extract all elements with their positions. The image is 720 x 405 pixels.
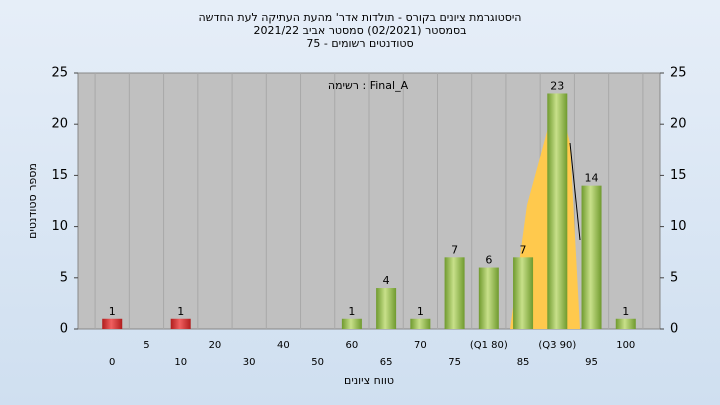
bar	[444, 257, 465, 329]
x-tick-label: 40	[277, 340, 290, 351]
x-tick-label: 70	[414, 340, 427, 351]
value-label: 1	[622, 305, 629, 318]
bar	[410, 318, 431, 329]
value-label: 1	[348, 305, 355, 318]
bar	[615, 318, 636, 329]
bar	[513, 257, 534, 329]
y2-tick-label: 15	[670, 168, 687, 183]
y2-tick-label: 25	[670, 66, 687, 81]
x-tick-label: 85	[517, 357, 530, 368]
x-tick-label: 60	[346, 340, 359, 351]
value-label: 7	[451, 243, 458, 256]
y-tick-label: 25	[51, 66, 68, 81]
x-tick-label: 75	[448, 357, 461, 368]
y2-tick-label: 0	[670, 322, 678, 337]
bar	[478, 267, 499, 329]
x-tick-label: 10	[174, 357, 187, 368]
value-label: 1	[177, 305, 184, 318]
value-label: 4	[383, 274, 390, 287]
value-label: 23	[550, 79, 564, 92]
y-tick-label: 0	[60, 322, 68, 337]
value-label: 7	[520, 243, 527, 256]
x-tick-label: 5	[143, 340, 149, 351]
x-tick-label: 95	[585, 357, 598, 368]
chart-subtitle: בסמסטר (02/2021) סמסטר אביב 2021/22	[253, 24, 466, 37]
value-label: 6	[485, 254, 492, 267]
y-tick-label: 5	[60, 270, 68, 285]
x-tick-label: 65	[380, 357, 393, 368]
x-tick-label: 50	[311, 357, 324, 368]
x-tick-label: (Q1 80)	[470, 340, 508, 351]
chart-title: היסטוגרמת ציונים בקורס - תולדות אדר' מהע…	[198, 11, 521, 24]
annotation: רשימה : Final_A	[328, 79, 409, 92]
y2-tick-label: 10	[670, 219, 687, 234]
y-tick-label: 10	[51, 219, 68, 234]
bar	[547, 93, 568, 329]
chart-subtitle: סטודנטים רשומים - 75	[306, 37, 413, 50]
quartile-line	[569, 142, 581, 241]
x-tick-label: 30	[243, 357, 256, 368]
y-tick-label: 15	[51, 168, 68, 183]
y2-tick-label: 20	[670, 117, 687, 132]
bar	[581, 185, 602, 329]
bar	[376, 288, 397, 329]
x-tick-label: 100	[616, 340, 635, 351]
y-axis-label: מספר סטודנטים	[26, 163, 39, 239]
value-label: 14	[585, 172, 599, 185]
value-label: 1	[417, 305, 424, 318]
bar	[341, 318, 362, 329]
bar	[102, 318, 123, 329]
x-tick-label: (Q3 90)	[538, 340, 576, 351]
value-label: 1	[109, 305, 116, 318]
y-tick-label: 20	[51, 117, 68, 132]
y2-tick-label: 5	[670, 270, 678, 285]
bar	[170, 318, 191, 329]
x-axis-label: טווח ציונים	[344, 374, 394, 387]
x-tick-label: 0	[109, 357, 115, 368]
x-tick-label: 20	[209, 340, 222, 351]
